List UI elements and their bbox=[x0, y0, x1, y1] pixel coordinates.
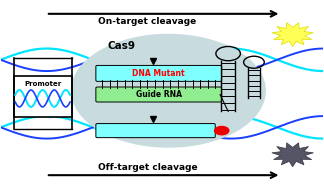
Circle shape bbox=[214, 126, 229, 135]
Ellipse shape bbox=[72, 34, 265, 147]
Text: Promoter: Promoter bbox=[24, 81, 61, 87]
Text: Guide RNA: Guide RNA bbox=[136, 90, 182, 99]
Text: Off-target cleavage: Off-target cleavage bbox=[98, 163, 197, 172]
Polygon shape bbox=[272, 143, 313, 167]
Polygon shape bbox=[272, 23, 313, 47]
FancyBboxPatch shape bbox=[96, 87, 222, 102]
FancyBboxPatch shape bbox=[96, 65, 222, 81]
FancyBboxPatch shape bbox=[96, 124, 215, 138]
Text: On-target cleavage: On-target cleavage bbox=[98, 17, 196, 26]
Bar bbox=[14, 76, 72, 117]
Text: DNA Mutant: DNA Mutant bbox=[133, 69, 185, 78]
Text: Cas9: Cas9 bbox=[107, 41, 135, 51]
